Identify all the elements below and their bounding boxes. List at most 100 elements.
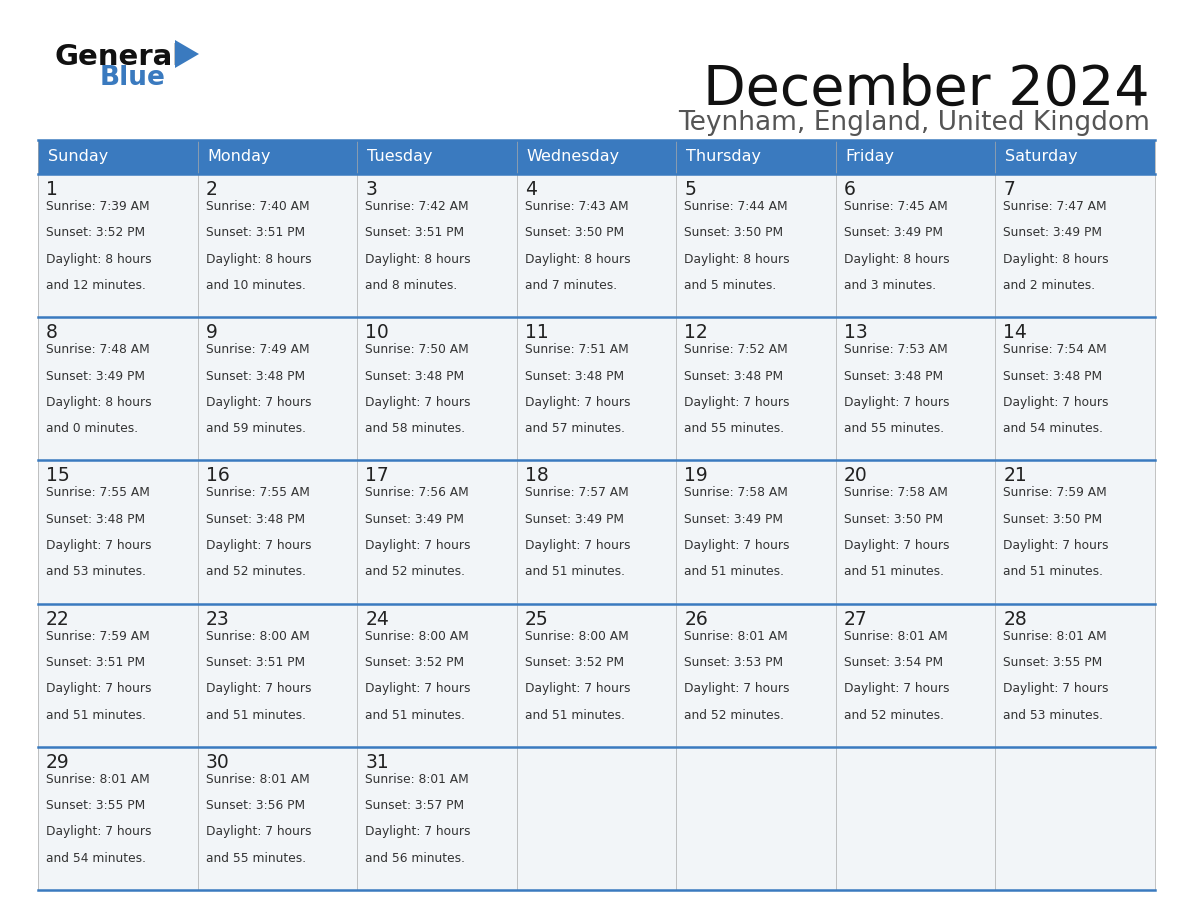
Bar <box>517 461 676 604</box>
Bar <box>676 140 836 174</box>
Text: and 51 minutes.: and 51 minutes. <box>525 709 625 722</box>
Text: Daylight: 7 hours: Daylight: 7 hours <box>1004 539 1108 552</box>
Text: Sunrise: 7:59 AM: Sunrise: 7:59 AM <box>1004 487 1107 499</box>
Text: Daylight: 7 hours: Daylight: 7 hours <box>843 682 949 695</box>
Bar <box>197 318 358 461</box>
Text: 20: 20 <box>843 466 867 486</box>
Text: Sunrise: 7:53 AM: Sunrise: 7:53 AM <box>843 343 948 356</box>
Bar <box>197 747 358 890</box>
Text: Daylight: 8 hours: Daylight: 8 hours <box>46 396 152 409</box>
Text: Sunrise: 7:56 AM: Sunrise: 7:56 AM <box>365 487 469 499</box>
Text: Monday: Monday <box>208 150 271 164</box>
Text: 15: 15 <box>46 466 70 486</box>
Bar <box>38 174 197 318</box>
Bar <box>197 140 358 174</box>
Text: and 12 minutes.: and 12 minutes. <box>46 279 146 292</box>
Text: Sunset: 3:49 PM: Sunset: 3:49 PM <box>1004 227 1102 240</box>
Bar <box>38 318 197 461</box>
Bar <box>676 318 836 461</box>
Text: General: General <box>55 43 183 71</box>
Bar <box>676 747 836 890</box>
Bar <box>836 461 996 604</box>
Bar <box>38 604 197 747</box>
Bar <box>836 604 996 747</box>
Text: and 54 minutes.: and 54 minutes. <box>1004 422 1104 435</box>
Text: 26: 26 <box>684 610 708 629</box>
Text: and 7 minutes.: and 7 minutes. <box>525 279 617 292</box>
Text: 10: 10 <box>365 323 388 342</box>
Text: and 57 minutes.: and 57 minutes. <box>525 422 625 435</box>
Text: Sunrise: 8:00 AM: Sunrise: 8:00 AM <box>206 630 309 643</box>
Text: and 5 minutes.: and 5 minutes. <box>684 279 777 292</box>
Text: 23: 23 <box>206 610 229 629</box>
Text: Daylight: 7 hours: Daylight: 7 hours <box>525 396 630 409</box>
Text: Daylight: 7 hours: Daylight: 7 hours <box>365 396 470 409</box>
Text: and 53 minutes.: and 53 minutes. <box>46 565 146 578</box>
Text: Thursday: Thursday <box>687 150 762 164</box>
Text: Daylight: 7 hours: Daylight: 7 hours <box>1004 682 1108 695</box>
Text: Sunset: 3:48 PM: Sunset: 3:48 PM <box>1004 370 1102 383</box>
Text: and 51 minutes.: and 51 minutes. <box>843 565 943 578</box>
Bar <box>358 461 517 604</box>
Text: Sunset: 3:51 PM: Sunset: 3:51 PM <box>206 656 304 669</box>
Text: and 55 minutes.: and 55 minutes. <box>684 422 784 435</box>
Text: Saturday: Saturday <box>1005 150 1078 164</box>
Text: 4: 4 <box>525 180 537 199</box>
Text: Sunrise: 7:40 AM: Sunrise: 7:40 AM <box>206 200 309 213</box>
Text: and 51 minutes.: and 51 minutes. <box>684 565 784 578</box>
Text: Sunset: 3:55 PM: Sunset: 3:55 PM <box>1004 656 1102 669</box>
Text: Daylight: 8 hours: Daylight: 8 hours <box>206 252 311 265</box>
Text: Sunset: 3:49 PM: Sunset: 3:49 PM <box>46 370 145 383</box>
Text: Daylight: 7 hours: Daylight: 7 hours <box>684 682 790 695</box>
Text: 30: 30 <box>206 753 229 772</box>
Text: Sunrise: 7:58 AM: Sunrise: 7:58 AM <box>684 487 788 499</box>
Text: Sunset: 3:51 PM: Sunset: 3:51 PM <box>46 656 145 669</box>
Bar <box>517 604 676 747</box>
Text: 14: 14 <box>1004 323 1028 342</box>
Text: Daylight: 8 hours: Daylight: 8 hours <box>684 252 790 265</box>
Bar <box>996 747 1155 890</box>
Bar <box>836 318 996 461</box>
Text: 3: 3 <box>365 180 377 199</box>
Text: Sunrise: 8:01 AM: Sunrise: 8:01 AM <box>1004 630 1107 643</box>
Text: and 2 minutes.: and 2 minutes. <box>1004 279 1095 292</box>
Text: Daylight: 7 hours: Daylight: 7 hours <box>206 396 311 409</box>
Text: Friday: Friday <box>846 150 895 164</box>
Text: and 51 minutes.: and 51 minutes. <box>46 709 146 722</box>
Bar <box>996 461 1155 604</box>
Text: and 51 minutes.: and 51 minutes. <box>365 709 466 722</box>
Text: Sunset: 3:48 PM: Sunset: 3:48 PM <box>206 513 304 526</box>
Text: Sunset: 3:53 PM: Sunset: 3:53 PM <box>684 656 783 669</box>
Text: 1: 1 <box>46 180 58 199</box>
Text: Daylight: 7 hours: Daylight: 7 hours <box>46 825 152 838</box>
Text: and 58 minutes.: and 58 minutes. <box>365 422 466 435</box>
Text: Sunrise: 7:59 AM: Sunrise: 7:59 AM <box>46 630 150 643</box>
Text: 5: 5 <box>684 180 696 199</box>
Bar <box>358 747 517 890</box>
Text: and 10 minutes.: and 10 minutes. <box>206 279 305 292</box>
Bar <box>517 747 676 890</box>
Text: Daylight: 7 hours: Daylight: 7 hours <box>206 539 311 552</box>
Text: Daylight: 7 hours: Daylight: 7 hours <box>46 682 152 695</box>
Text: Sunrise: 7:57 AM: Sunrise: 7:57 AM <box>525 487 628 499</box>
Text: Sunset: 3:50 PM: Sunset: 3:50 PM <box>1004 513 1102 526</box>
Text: Daylight: 7 hours: Daylight: 7 hours <box>1004 396 1108 409</box>
Bar <box>836 174 996 318</box>
Text: Daylight: 7 hours: Daylight: 7 hours <box>365 825 470 838</box>
Text: Sunset: 3:54 PM: Sunset: 3:54 PM <box>843 656 943 669</box>
Bar <box>517 318 676 461</box>
Text: Daylight: 7 hours: Daylight: 7 hours <box>843 539 949 552</box>
Text: and 51 minutes.: and 51 minutes. <box>206 709 305 722</box>
Text: Sunrise: 7:54 AM: Sunrise: 7:54 AM <box>1004 343 1107 356</box>
Text: and 53 minutes.: and 53 minutes. <box>1004 709 1104 722</box>
Text: Blue: Blue <box>100 65 166 91</box>
Text: Daylight: 8 hours: Daylight: 8 hours <box>843 252 949 265</box>
Text: Sunset: 3:49 PM: Sunset: 3:49 PM <box>684 513 783 526</box>
Text: Sunset: 3:48 PM: Sunset: 3:48 PM <box>365 370 465 383</box>
Text: Sunrise: 7:55 AM: Sunrise: 7:55 AM <box>46 487 150 499</box>
Text: Sunrise: 8:00 AM: Sunrise: 8:00 AM <box>525 630 628 643</box>
Text: Sunrise: 7:52 AM: Sunrise: 7:52 AM <box>684 343 788 356</box>
Bar <box>996 604 1155 747</box>
Text: Sunset: 3:50 PM: Sunset: 3:50 PM <box>843 513 943 526</box>
Text: Sunrise: 7:55 AM: Sunrise: 7:55 AM <box>206 487 309 499</box>
